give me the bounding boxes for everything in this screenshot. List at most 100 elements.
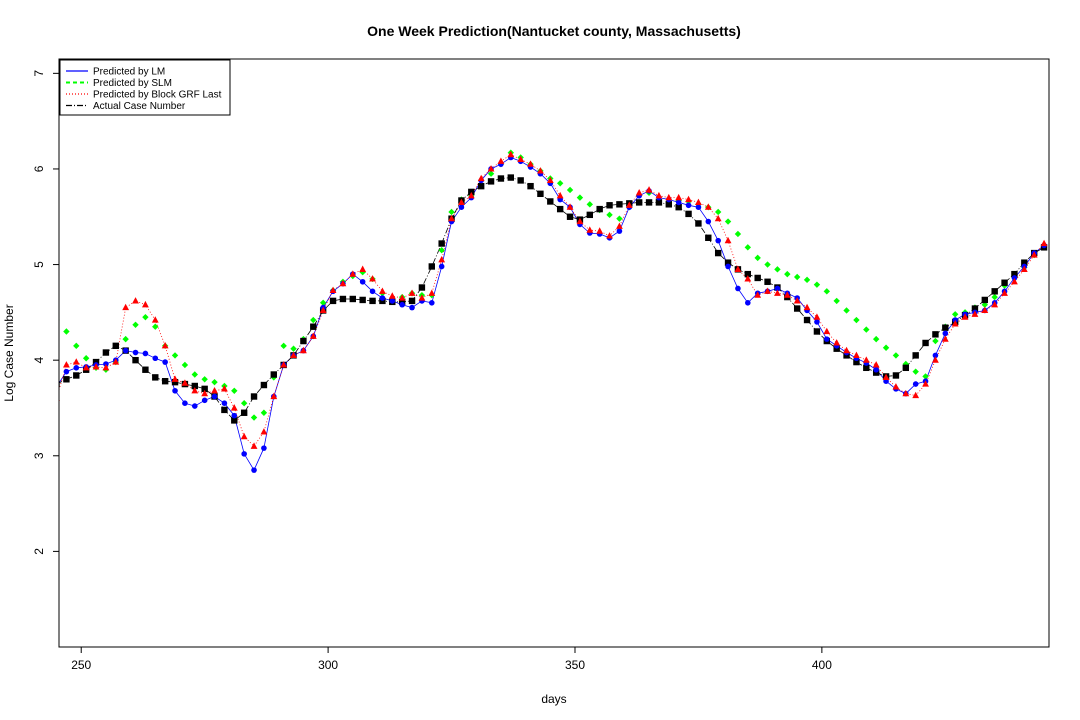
slm-point bbox=[892, 352, 900, 359]
grf-point bbox=[635, 189, 643, 196]
actual-point bbox=[260, 381, 268, 389]
actual-line bbox=[59, 177, 1045, 421]
grf-point bbox=[576, 217, 584, 225]
slm-point bbox=[922, 373, 929, 380]
actual-point bbox=[971, 305, 979, 312]
lm-point bbox=[705, 218, 712, 225]
lm-point bbox=[162, 359, 168, 365]
grf-point bbox=[102, 364, 110, 371]
grf-point bbox=[951, 320, 959, 327]
slm-point bbox=[882, 344, 890, 351]
slm-point bbox=[211, 378, 218, 386]
lm-point bbox=[873, 366, 879, 373]
slm-point bbox=[201, 376, 208, 383]
actual-point bbox=[991, 288, 998, 295]
actual-point bbox=[616, 201, 623, 208]
actual-point bbox=[1011, 270, 1018, 278]
actual-point bbox=[497, 175, 505, 182]
actual-point bbox=[527, 182, 534, 190]
slm-point bbox=[932, 337, 939, 345]
slm-point bbox=[606, 211, 613, 219]
slm-point bbox=[566, 186, 574, 194]
grf-point bbox=[221, 385, 228, 392]
grf-point bbox=[428, 289, 436, 296]
grf-point bbox=[319, 306, 327, 314]
slm-point bbox=[250, 414, 258, 421]
actual-point bbox=[240, 409, 248, 416]
actual-point bbox=[863, 364, 870, 372]
lm-point bbox=[172, 387, 178, 394]
x-axis: 250 300 350 400 bbox=[71, 647, 832, 672]
y-axis: 2 3 4 5 6 7 bbox=[32, 70, 59, 555]
slm-point bbox=[813, 281, 821, 288]
lm-point bbox=[428, 300, 435, 306]
grf-point bbox=[72, 358, 80, 365]
grf-point bbox=[211, 386, 218, 394]
grf-point bbox=[556, 191, 564, 199]
lm-point bbox=[824, 336, 830, 342]
grf-point bbox=[546, 176, 554, 184]
slm-point bbox=[784, 270, 791, 278]
actual-point bbox=[428, 263, 435, 270]
slm-point bbox=[823, 288, 831, 295]
grf-point bbox=[280, 361, 288, 368]
slm-point bbox=[734, 230, 742, 238]
lm-point bbox=[399, 301, 405, 308]
actual-point bbox=[537, 190, 544, 198]
slm-point bbox=[764, 261, 771, 268]
x-axis-label: days bbox=[541, 692, 566, 706]
lm-point bbox=[379, 295, 386, 301]
grf-point bbox=[507, 150, 515, 158]
lm-point bbox=[409, 304, 415, 311]
lm-point bbox=[211, 393, 218, 400]
actual-point bbox=[310, 323, 317, 330]
grf-point bbox=[448, 214, 455, 222]
grf-point bbox=[645, 186, 653, 193]
actual-point bbox=[813, 328, 821, 335]
lm-point bbox=[814, 319, 820, 325]
actual-point bbox=[705, 234, 712, 241]
actual-point bbox=[872, 369, 880, 376]
lm-point bbox=[221, 400, 228, 406]
actual-point bbox=[586, 211, 593, 219]
lm-point bbox=[616, 228, 623, 234]
grf-point bbox=[971, 310, 979, 317]
lm-point bbox=[152, 355, 159, 362]
grf-point bbox=[823, 327, 831, 335]
y-tick-label: 2 bbox=[32, 548, 46, 555]
grf-point bbox=[1040, 239, 1048, 247]
lm-point bbox=[231, 412, 238, 419]
lm-point bbox=[912, 381, 919, 387]
grf-point bbox=[1001, 289, 1008, 296]
actual-point bbox=[468, 188, 475, 196]
grf-point bbox=[388, 292, 396, 299]
grf-point bbox=[912, 391, 920, 399]
actual-point bbox=[161, 378, 169, 385]
grf-point bbox=[122, 303, 130, 311]
grf-point bbox=[704, 203, 712, 210]
actual-point bbox=[596, 205, 603, 213]
x-tick-label: 400 bbox=[812, 658, 832, 672]
actual-point bbox=[547, 198, 554, 205]
actual-point bbox=[349, 295, 356, 303]
grf-point bbox=[685, 195, 692, 203]
actual-point bbox=[92, 358, 100, 366]
grf-point bbox=[922, 380, 929, 387]
slm-point bbox=[181, 361, 189, 369]
actual-point bbox=[645, 199, 653, 206]
lm-point bbox=[458, 204, 465, 210]
lm-point bbox=[191, 403, 198, 409]
actual-point bbox=[487, 178, 495, 185]
grf-point bbox=[438, 255, 446, 263]
lm-point bbox=[241, 451, 247, 457]
lm-point bbox=[389, 298, 396, 304]
grf-point bbox=[566, 203, 574, 210]
grf-point bbox=[783, 291, 791, 298]
actual-point bbox=[744, 270, 752, 278]
actual-point bbox=[685, 210, 692, 218]
slm-point bbox=[556, 180, 564, 187]
lm-point bbox=[59, 385, 60, 389]
chart-title: One Week Prediction(Nantucket county, Ma… bbox=[367, 23, 741, 39]
grf-point bbox=[862, 356, 870, 363]
grf-point bbox=[813, 313, 821, 320]
